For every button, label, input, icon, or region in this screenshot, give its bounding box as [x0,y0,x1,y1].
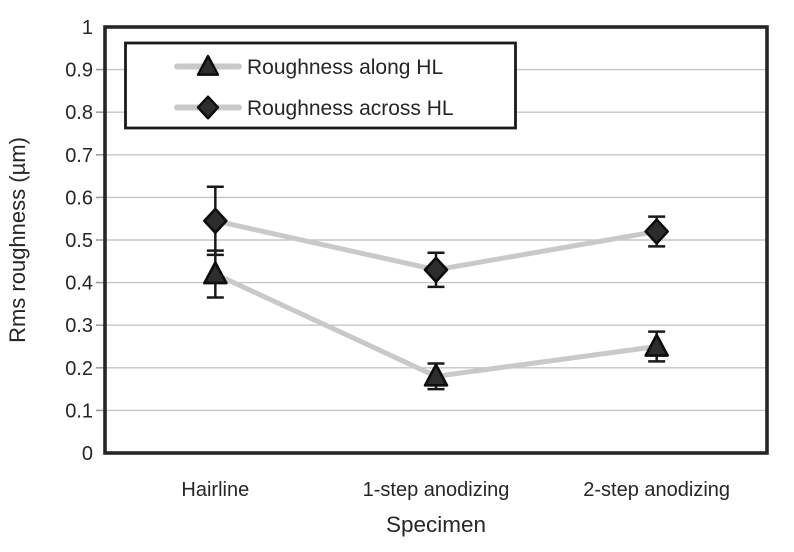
y-tick-label: 0.3 [65,315,93,337]
y-tick-label: 1 [82,17,93,39]
data-marker-diamond [203,207,228,235]
data-marker-triangle [644,333,669,357]
legend-box [124,41,517,130]
data-marker-diamond [423,256,449,283]
x-category-label: 2-step anodizing [583,479,730,501]
y-tick-label: 0.6 [65,187,93,209]
y-tick-label: 0.4 [65,273,93,295]
legend-item-diamond [174,95,242,120]
x-category-label: Hairline [181,479,249,501]
legend-item-triangle [174,54,242,76]
y-tick-label: 0.1 [65,400,93,422]
legend-label: Roughness along HL [247,56,443,79]
legend [124,41,517,130]
y-axis-title: Rms roughness (µm) [5,137,30,343]
plot-border [103,25,769,455]
y-tick-label: 0.2 [65,358,93,380]
y-tick-label: 0.8 [65,102,93,124]
data-marker-diamond [644,218,669,245]
legend-marker-triangle [196,54,220,76]
x-axis-title: Specimen [386,512,486,537]
y-tick-label: 0 [82,443,93,465]
legend-label: Roughness across HL [247,97,454,120]
data-marker-triangle [203,261,228,285]
data-marker-triangle [423,363,449,387]
y-tick-label: 0.5 [65,230,93,252]
x-category-label: 1-step anodizing [363,479,510,501]
legend-marker-diamond [196,95,220,120]
y-tick-label: 0.9 [65,60,93,82]
y-tick-label: 0.7 [65,145,93,167]
